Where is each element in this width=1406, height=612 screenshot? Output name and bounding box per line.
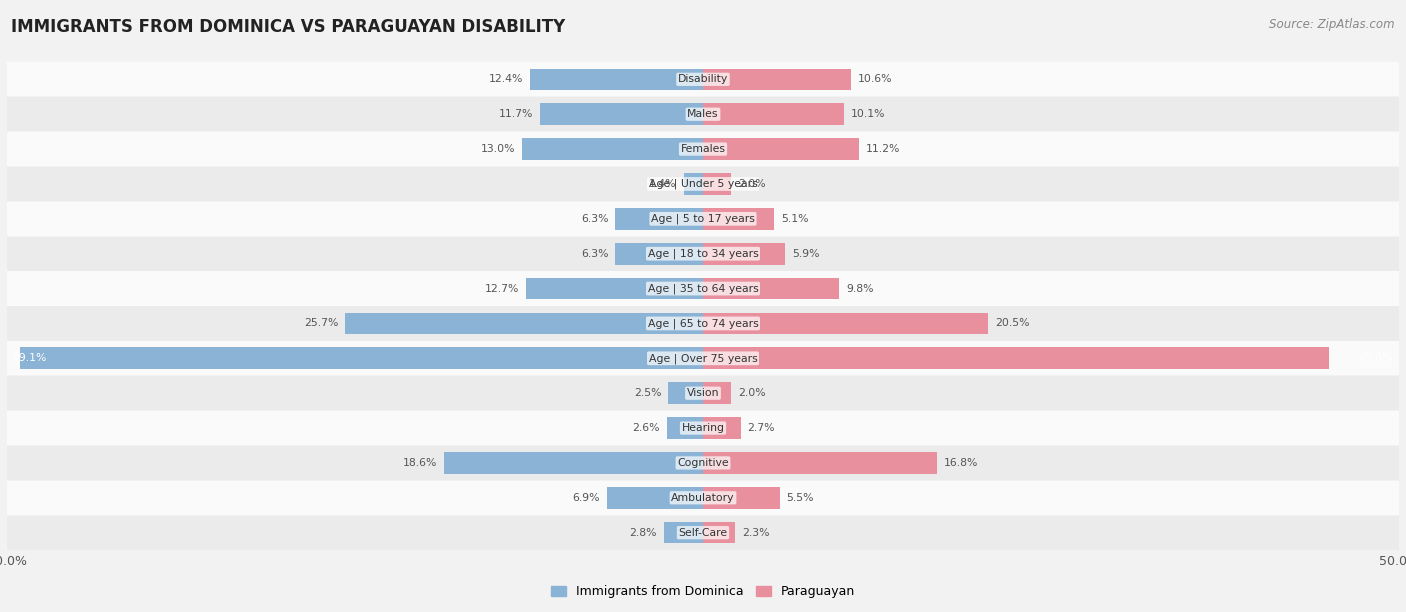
Bar bbox=[526, 278, 703, 299]
Bar bbox=[703, 69, 851, 90]
Text: Age | 18 to 34 years: Age | 18 to 34 years bbox=[648, 248, 758, 259]
Text: 5.9%: 5.9% bbox=[792, 248, 820, 259]
Bar bbox=[666, 417, 703, 439]
Text: Females: Females bbox=[681, 144, 725, 154]
Bar bbox=[7, 132, 1399, 166]
Bar bbox=[703, 138, 859, 160]
Text: 5.1%: 5.1% bbox=[780, 214, 808, 224]
Bar bbox=[7, 167, 1399, 201]
Bar bbox=[7, 480, 1399, 515]
Text: 12.7%: 12.7% bbox=[485, 283, 519, 294]
Bar bbox=[703, 348, 1330, 369]
Text: 12.4%: 12.4% bbox=[489, 74, 523, 84]
Bar bbox=[607, 487, 703, 509]
Text: 9.8%: 9.8% bbox=[846, 283, 875, 294]
Bar bbox=[703, 243, 785, 264]
Bar bbox=[703, 313, 988, 334]
Bar bbox=[668, 382, 703, 404]
Bar bbox=[703, 417, 741, 439]
Bar bbox=[703, 208, 773, 230]
Bar bbox=[7, 341, 1399, 375]
Text: 10.1%: 10.1% bbox=[851, 109, 884, 119]
Text: Ambulatory: Ambulatory bbox=[671, 493, 735, 503]
Text: Disability: Disability bbox=[678, 74, 728, 84]
Text: Males: Males bbox=[688, 109, 718, 119]
Bar bbox=[7, 411, 1399, 445]
Text: 2.6%: 2.6% bbox=[633, 423, 659, 433]
Bar bbox=[522, 138, 703, 160]
Text: Cognitive: Cognitive bbox=[678, 458, 728, 468]
Text: 2.0%: 2.0% bbox=[738, 179, 765, 189]
Bar bbox=[703, 522, 735, 543]
Text: 18.6%: 18.6% bbox=[402, 458, 437, 468]
Text: Self-Care: Self-Care bbox=[679, 528, 727, 538]
Bar bbox=[444, 452, 703, 474]
Text: 1.4%: 1.4% bbox=[650, 179, 676, 189]
Text: 49.1%: 49.1% bbox=[13, 353, 46, 364]
Text: 2.8%: 2.8% bbox=[630, 528, 657, 538]
Bar bbox=[664, 522, 703, 543]
Text: Hearing: Hearing bbox=[682, 423, 724, 433]
Text: Vision: Vision bbox=[686, 388, 720, 398]
Text: 6.3%: 6.3% bbox=[581, 248, 609, 259]
Bar bbox=[703, 487, 779, 509]
Bar bbox=[703, 452, 936, 474]
Bar bbox=[7, 515, 1399, 550]
Text: Source: ZipAtlas.com: Source: ZipAtlas.com bbox=[1270, 18, 1395, 31]
Text: 2.5%: 2.5% bbox=[634, 388, 661, 398]
Bar bbox=[7, 272, 1399, 305]
Bar bbox=[7, 376, 1399, 410]
Text: 10.6%: 10.6% bbox=[858, 74, 891, 84]
Bar bbox=[683, 173, 703, 195]
Text: 5.5%: 5.5% bbox=[786, 493, 814, 503]
Bar bbox=[7, 62, 1399, 97]
Bar bbox=[616, 208, 703, 230]
Text: 2.3%: 2.3% bbox=[742, 528, 769, 538]
Bar bbox=[7, 202, 1399, 236]
Bar bbox=[7, 307, 1399, 340]
Text: Age | 5 to 17 years: Age | 5 to 17 years bbox=[651, 214, 755, 224]
Text: 11.7%: 11.7% bbox=[499, 109, 533, 119]
Text: Age | 35 to 64 years: Age | 35 to 64 years bbox=[648, 283, 758, 294]
Bar bbox=[703, 173, 731, 195]
Text: 2.7%: 2.7% bbox=[748, 423, 775, 433]
Bar bbox=[703, 382, 731, 404]
Bar bbox=[346, 313, 703, 334]
Text: 6.3%: 6.3% bbox=[581, 214, 609, 224]
Bar bbox=[703, 278, 839, 299]
Bar bbox=[530, 69, 703, 90]
Bar bbox=[20, 348, 703, 369]
Bar bbox=[703, 103, 844, 125]
Text: 25.7%: 25.7% bbox=[304, 318, 339, 329]
Text: 6.9%: 6.9% bbox=[572, 493, 600, 503]
Bar bbox=[7, 97, 1399, 132]
Bar bbox=[540, 103, 703, 125]
Text: 2.0%: 2.0% bbox=[738, 388, 765, 398]
Bar bbox=[616, 243, 703, 264]
Text: IMMIGRANTS FROM DOMINICA VS PARAGUAYAN DISABILITY: IMMIGRANTS FROM DOMINICA VS PARAGUAYAN D… bbox=[11, 18, 565, 36]
Text: Age | Over 75 years: Age | Over 75 years bbox=[648, 353, 758, 364]
Text: 11.2%: 11.2% bbox=[866, 144, 900, 154]
Text: Age | 65 to 74 years: Age | 65 to 74 years bbox=[648, 318, 758, 329]
Text: 16.8%: 16.8% bbox=[943, 458, 979, 468]
Text: 45.0%: 45.0% bbox=[1360, 353, 1393, 364]
Text: 20.5%: 20.5% bbox=[995, 318, 1029, 329]
Legend: Immigrants from Dominica, Paraguayan: Immigrants from Dominica, Paraguayan bbox=[546, 580, 860, 603]
Bar bbox=[7, 237, 1399, 271]
Text: 13.0%: 13.0% bbox=[481, 144, 515, 154]
Bar bbox=[7, 446, 1399, 480]
Text: Age | Under 5 years: Age | Under 5 years bbox=[648, 179, 758, 189]
